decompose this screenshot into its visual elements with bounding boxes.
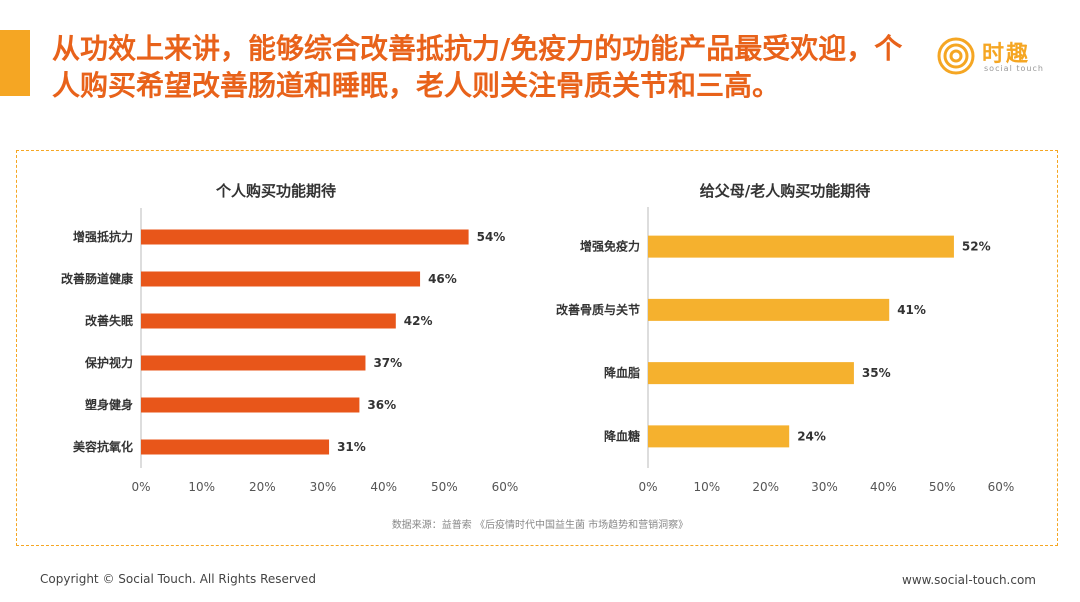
parents-purchase-bar-chart: 增强免疫力 52% 改善骨质与关节 41% 降血脂 35% 降血糖 24% 0% 10% 20% 30… <box>556 207 1015 494</box>
chart-title: 给父母/老人购买功能期待 <box>699 182 871 200</box>
logo-subtitle: social touch <box>984 64 1044 73</box>
x-tick-label: 0% <box>131 480 150 494</box>
personal-purchase-chart: 个人购买功能期待 增强抵抗力 54% 改善肠道健康 46% 改善失眠 42% 保护视力 37%… <box>16 150 536 510</box>
bar <box>648 425 790 448</box>
bar <box>648 362 854 385</box>
logo-name: 时趣 <box>982 42 1031 67</box>
category-label: 塑身健身 <box>85 397 133 412</box>
x-tick-label: 60% <box>988 480 1015 494</box>
x-tick-label: 40% <box>370 480 397 494</box>
concentric-spiral-icon <box>937 37 975 75</box>
x-tick-label: 0% <box>638 480 657 494</box>
chart-frame <box>16 150 1058 546</box>
parents-purchase-chart: 给父母/老人购买功能期待 增强免疫力 52% 改善骨质与关节 41% 降血脂 35% 降血糖… <box>520 150 1050 510</box>
x-tick-label: 50% <box>431 480 458 494</box>
x-tick-label: 10% <box>693 480 720 494</box>
x-tick-label: 30% <box>310 480 337 494</box>
website-link[interactable]: www.social-touch.com <box>902 573 1036 587</box>
x-tick-label: 20% <box>752 480 779 494</box>
category-label: 改善失眠 <box>85 313 133 328</box>
category-label: 降血糖 <box>604 428 640 443</box>
category-label: 保护视力 <box>84 355 133 370</box>
brand-logo: 时趣 social touch <box>936 34 1056 78</box>
page-title: 从功效上来讲，能够综合改善抵抗力/免疫力的功能产品最受欢迎，个人购买希望改善肠道… <box>52 32 903 102</box>
category-label: 增强免疫力 <box>580 239 640 254</box>
category-label: 改善骨质与关节 <box>556 302 640 317</box>
bar <box>648 235 954 258</box>
copyright-text: Copyright © Social Touch. All Rights Res… <box>40 572 316 586</box>
data-label: 36% <box>367 398 396 412</box>
bar <box>141 229 469 245</box>
bar <box>141 271 421 287</box>
data-label: 41% <box>897 303 926 317</box>
data-label: 46% <box>428 272 457 286</box>
data-label: 35% <box>862 366 891 380</box>
data-label: 31% <box>337 440 366 454</box>
bar <box>141 439 330 455</box>
category-label: 降血脂 <box>604 365 640 380</box>
data-label: 37% <box>373 356 402 370</box>
bar <box>141 313 396 329</box>
x-tick-label: 40% <box>870 480 897 494</box>
bar <box>648 298 890 321</box>
data-label: 42% <box>404 314 433 328</box>
data-source-note: 数据来源：益普索 《后疫情时代中国益生菌 市场趋势和营销洞察》 <box>391 520 689 531</box>
category-label: 美容抗氧化 <box>73 439 133 454</box>
x-tick-label: 60% <box>492 480 519 494</box>
x-tick-label: 30% <box>811 480 838 494</box>
data-label: 24% <box>797 429 826 443</box>
bar <box>141 355 366 371</box>
data-label: 54% <box>477 230 506 244</box>
title-accent-bar <box>0 30 30 96</box>
chart-title: 个人购买功能期待 <box>215 182 336 200</box>
category-label: 改善肠道健康 <box>61 271 134 286</box>
x-tick-label: 50% <box>929 480 956 494</box>
personal-purchase-bar-chart: 增强抵抗力 54% 改善肠道健康 46% 改善失眠 42% 保护视力 37% 塑身健身 36% 美容… <box>61 208 519 494</box>
category-label: 增强抵抗力 <box>73 229 133 244</box>
bar <box>141 397 360 413</box>
x-tick-label: 20% <box>249 480 276 494</box>
data-label: 52% <box>962 240 991 254</box>
x-tick-label: 10% <box>188 480 215 494</box>
